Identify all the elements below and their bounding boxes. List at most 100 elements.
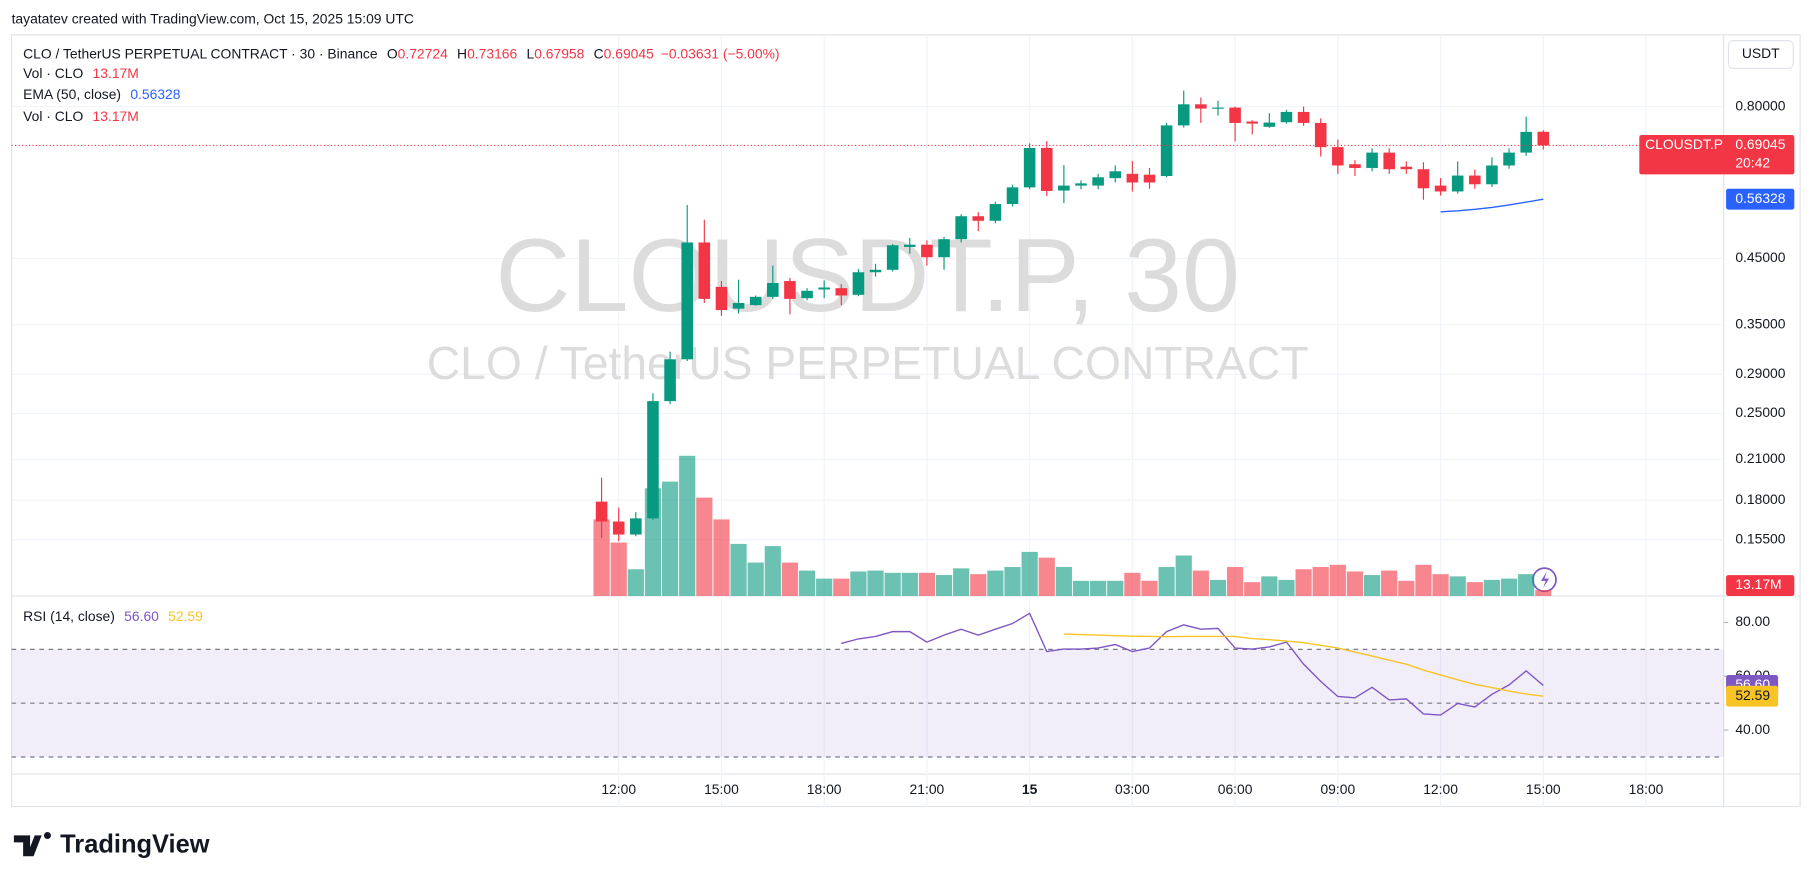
candle-body — [1469, 175, 1481, 185]
candle-body — [801, 290, 813, 299]
candle-body — [1058, 185, 1070, 191]
volume-bar — [1124, 572, 1141, 596]
candle-body — [1366, 152, 1378, 168]
candle-body — [955, 216, 967, 240]
candle-body — [1297, 111, 1310, 123]
ticker-label: CLOUSDT.P — [1645, 136, 1723, 152]
volume-bar — [1090, 580, 1107, 596]
candle-body — [989, 204, 1002, 221]
volume-bar — [1055, 567, 1072, 596]
x-tick-label: 18:00 — [807, 781, 842, 797]
price-label: 0.69045 — [1735, 136, 1785, 152]
legend-part: 52.59 — [168, 607, 203, 623]
candle-body — [612, 521, 625, 535]
alert-icon[interactable] — [1532, 567, 1557, 593]
volume-bar — [1518, 574, 1535, 596]
volume-bar — [610, 542, 627, 596]
rsi-tick-label: 40.00 — [1735, 721, 1770, 737]
volume-bar — [1363, 575, 1381, 596]
volume-bar — [798, 570, 816, 596]
candle-body — [972, 216, 985, 221]
volume-bar — [1432, 574, 1449, 596]
volume-bar — [1141, 580, 1158, 596]
watermark-title: CLOUSDT.P, 30 — [495, 218, 1240, 334]
legend-part: C — [594, 45, 604, 61]
volume-legend: Vol · CLO 13.17M — [23, 108, 139, 124]
candle-body — [681, 242, 693, 360]
volume-bar — [1244, 582, 1261, 596]
x-tick-label: 12:00 — [1423, 781, 1458, 797]
volume-bar — [1021, 551, 1038, 596]
y-tick-label: 0.25000 — [1735, 404, 1785, 420]
legend-part: EMA (50, close) — [23, 86, 121, 102]
candle-body — [904, 244, 916, 247]
candle-body — [715, 286, 728, 311]
candle-body — [1503, 152, 1515, 166]
volume-bar — [1209, 579, 1227, 596]
rsi-tick-label: 80.00 — [1735, 613, 1770, 629]
legend-part: RSI (14, close) — [23, 607, 115, 623]
rsi-ma-badge — [1726, 685, 1779, 707]
volume-bar — [1500, 578, 1518, 596]
volume-bar — [1398, 580, 1415, 596]
rsi-ma-line — [1063, 633, 1544, 697]
candle-body — [1246, 121, 1259, 124]
ohlc-legend: CLO / TetherUS PERPETUAL CONTRACT · 30 ·… — [23, 45, 779, 61]
candle-body — [1314, 122, 1327, 148]
x-tick-label: 12:00 — [601, 781, 636, 797]
x-tick-label: 06:00 — [1218, 781, 1253, 797]
rsi-ma-label: 52.59 — [1735, 687, 1770, 703]
volume-bar — [1312, 567, 1329, 596]
candle-body — [1400, 166, 1413, 170]
currency: USDT — [1742, 45, 1780, 61]
candle-body — [1349, 164, 1361, 168]
volume-bar — [713, 519, 730, 596]
candle-body — [630, 518, 642, 535]
candle-body — [1075, 183, 1087, 186]
currency-button[interactable] — [1727, 40, 1794, 69]
candle-body — [1263, 122, 1276, 127]
ema-line — [1440, 198, 1544, 213]
candle-body — [1109, 171, 1122, 179]
volume-bar — [867, 570, 884, 596]
volume-bar — [901, 572, 918, 596]
legend-part: 0.72724 — [398, 45, 448, 61]
volume-label: 13.17M — [1735, 576, 1781, 592]
legend-part: 13.17M — [93, 108, 139, 124]
candle-body — [732, 303, 745, 309]
y-tick-label: 0.80000 — [1735, 97, 1785, 113]
volume-bar — [1072, 580, 1090, 596]
volume-bar — [970, 574, 987, 596]
legend-part: Vol · CLO — [23, 108, 83, 124]
volume-bar — [679, 455, 696, 596]
volume-bar — [1192, 570, 1209, 596]
candle-body — [784, 281, 796, 299]
legend-part: O — [387, 45, 398, 61]
volume-bar — [833, 578, 850, 596]
volume-bar — [1004, 567, 1021, 596]
volume-bar — [884, 572, 901, 596]
x-tick-label: 03:00 — [1115, 781, 1150, 797]
volume-bar — [850, 571, 867, 596]
x-tick-label: 15:00 — [704, 781, 739, 797]
candle-body — [749, 296, 762, 306]
candle-body — [767, 282, 779, 297]
candle-body — [852, 272, 865, 295]
y-tick-label: 0.29000 — [1735, 365, 1785, 381]
volume-legend: Vol · CLO 13.17M — [23, 65, 139, 81]
candle-body — [1486, 165, 1498, 185]
y-tick-label: 0.35000 — [1735, 315, 1785, 331]
logo: TradingView — [13, 831, 210, 859]
candle-body — [1280, 111, 1293, 123]
volume-bar — [764, 546, 781, 596]
volume-bar — [781, 562, 799, 596]
volume-badge — [1726, 575, 1795, 596]
candle-body — [1195, 104, 1207, 109]
volume-bar — [747, 562, 764, 596]
candle-body — [1383, 152, 1395, 170]
volume-bar — [1466, 582, 1483, 596]
countdown-label: 20:42 — [1735, 155, 1770, 171]
y-tick-label: 0.21000 — [1735, 450, 1785, 466]
y-tick-label: 0.18000 — [1735, 491, 1785, 507]
volume-bar — [1227, 567, 1244, 596]
